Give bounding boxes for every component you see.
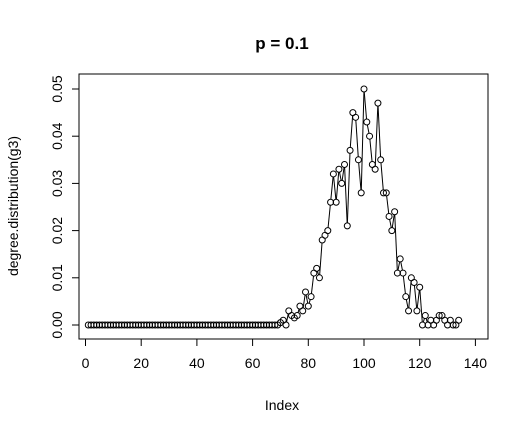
data-point [316,275,322,281]
series-segment [370,139,372,161]
series-segment [340,172,342,180]
y-tick-label: 0.01 [49,264,65,291]
series-segment [406,300,408,308]
data-point [375,100,381,106]
series-segment [414,286,416,308]
data-point [414,308,420,314]
data-point [305,303,311,309]
y-tick-label: 0.00 [49,311,65,338]
series-segment [320,243,322,275]
y-axis: 0.00 0.01 0.02 0.03 0.04 0.05 [49,75,79,338]
data-point [342,162,348,168]
series-segment [392,215,394,228]
series-segment [298,309,299,313]
series-line [85,86,461,328]
series-segment [311,276,313,294]
data-point [367,133,373,139]
data-point [347,147,353,153]
series-segment [390,219,392,227]
x-tick-label: 120 [408,355,432,371]
series-segment [345,168,348,223]
series-segment [359,163,361,190]
data-point [283,322,289,328]
series-segment [403,276,405,294]
series-segment [336,172,338,199]
data-point [364,119,370,125]
data-point [389,228,395,234]
y-axis-label: degree.distribution(g3) [5,136,21,276]
x-tick-label: 80 [301,355,317,371]
series-segment [401,262,403,270]
data-point [300,308,306,314]
y-tick-label: 0.04 [49,122,65,149]
data-point [411,280,417,286]
data-point [314,265,320,271]
data-point [339,180,345,186]
data-point [392,209,398,215]
series-segment [378,106,380,157]
data-point [386,213,392,219]
x-axis: 0 20 40 60 80 100 120 140 [82,339,488,371]
series-segment [350,116,352,148]
series-segment [409,281,411,308]
data-point [308,294,314,300]
x-tick-label: 0 [82,355,90,371]
x-tick-label: 100 [352,355,376,371]
series-segment [423,318,424,322]
data-point [303,289,309,295]
data-point [403,294,409,300]
x-axis-label: Index [265,397,299,413]
series-segment [303,295,305,308]
series-segment [334,177,336,199]
series-segment [306,295,308,303]
data-point [358,190,364,196]
series-segment [367,125,369,133]
data-point [353,114,359,120]
series-segment [342,167,344,180]
data-point [325,228,331,234]
series-segment [318,271,319,275]
series-segment [417,290,419,308]
data-point [355,157,361,163]
series-segment [356,120,358,156]
series-segment [309,300,310,304]
data-point [378,157,384,163]
series-segment [398,262,400,270]
y-tick-label: 0.05 [49,75,65,102]
data-point [422,313,428,319]
data-point [330,171,336,177]
x-tick-label: 60 [245,355,261,371]
data-point [344,223,350,229]
series-segment [328,205,330,227]
data-point [417,284,423,290]
x-tick-label: 20 [133,355,149,371]
series-segment [381,163,383,190]
series-segment [395,215,398,270]
data-point [372,166,378,172]
y-tick-label: 0.02 [49,217,65,244]
x-tick-label: 140 [464,355,488,371]
data-point [456,317,462,323]
y-tick-label: 0.03 [49,170,65,197]
series-segment [331,177,333,199]
chart-title: p = 0.1 [255,34,308,53]
series-segment [375,106,378,166]
series-segment [287,314,289,322]
series-segment [420,290,422,322]
plot-box [79,74,488,339]
data-point [361,86,367,92]
series-segment [387,196,389,214]
data-point [336,166,342,172]
series-segment [364,92,366,119]
series-segment [426,318,427,322]
series-segment [361,92,364,190]
data-point [406,308,412,314]
data-point [397,256,403,262]
x-tick-label: 40 [189,355,205,371]
